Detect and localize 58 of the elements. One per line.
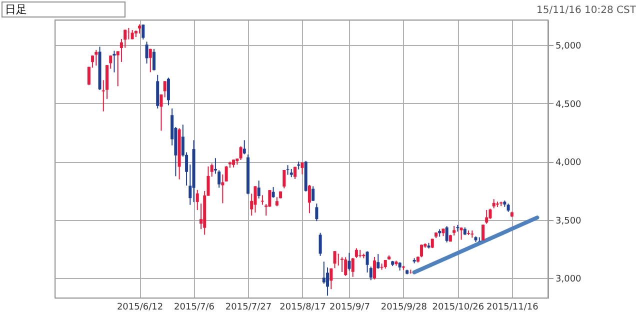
y-tick-label: 4,000 <box>556 158 582 168</box>
candlestick <box>293 166 296 180</box>
text: 日足 <box>5 3 27 16</box>
candlestick <box>351 257 354 278</box>
candlestick <box>196 189 199 210</box>
candlestick <box>221 174 224 204</box>
candlestick <box>160 94 163 132</box>
candlestick <box>87 66 90 86</box>
candlestick <box>300 162 304 175</box>
candlestick <box>336 253 340 266</box>
x-tick-label: 2015/6/12 <box>116 302 164 312</box>
x-tick-label: 2015/7/6 <box>174 302 215 312</box>
candlestick <box>224 166 228 182</box>
candlestick <box>318 232 322 256</box>
candlestick <box>257 180 260 199</box>
candlestick <box>348 252 351 271</box>
candlestick <box>373 256 376 280</box>
candlestick <box>322 261 326 284</box>
x-tick-label: 2015/7/27 <box>225 302 272 312</box>
y-tick-label: 3,500 <box>556 216 582 226</box>
candlestick <box>460 226 463 240</box>
candlestick <box>152 48 156 71</box>
candlestick <box>163 80 166 98</box>
candlestick <box>344 256 348 276</box>
candlestick <box>308 184 311 214</box>
candlestick <box>315 203 318 222</box>
text: 15/11/16 10:28 CST <box>536 5 637 16</box>
x-tick-label: 2015/9/7 <box>330 302 370 312</box>
candlestick <box>148 48 152 73</box>
candlestick <box>376 254 380 270</box>
y-tick-label: 3,000 <box>556 274 582 285</box>
candlestick <box>138 24 142 34</box>
y-tick-label: 4,500 <box>556 100 582 110</box>
x-tick-label: 2015/10/26 <box>432 302 484 312</box>
candlestick <box>242 140 246 155</box>
candlestick <box>282 169 286 189</box>
candlestick <box>254 186 257 214</box>
candlestick <box>312 186 315 202</box>
candlestick <box>166 77 170 106</box>
candlestick <box>239 146 242 160</box>
candlestick <box>272 186 275 198</box>
candlestick <box>492 198 496 209</box>
candlestick <box>369 266 372 281</box>
candlestick <box>142 24 145 40</box>
candlestick <box>420 244 424 258</box>
x-tick-label: 2015/8/17 <box>280 302 326 312</box>
candlestick <box>485 209 488 224</box>
x-tick-label: 2015/9/28 <box>380 302 428 312</box>
candlestick <box>145 41 148 64</box>
x-tick-label: 2015/11/16 <box>486 302 539 312</box>
candlestick <box>445 226 448 243</box>
y-tick-label: 5,000 <box>556 42 582 52</box>
candlestick <box>340 256 344 273</box>
candlestick <box>333 250 336 269</box>
candlestick <box>330 268 333 290</box>
candlestick <box>354 248 358 258</box>
candlestick <box>112 50 116 73</box>
candlestick <box>210 162 214 178</box>
